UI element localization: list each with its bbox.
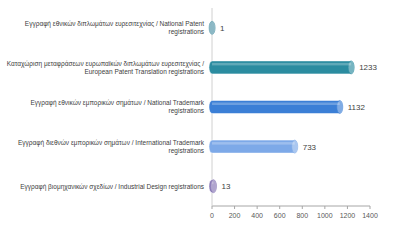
x-tick	[347, 206, 348, 209]
category-label: Εγγραφή διεθνών εμπορικών σημάτων / Inte…	[18, 139, 205, 155]
x-tick-label: 400	[251, 212, 263, 219]
bar-highlight	[212, 63, 351, 66]
chart-root: 0 200 400 600 800 1000 1200 1400 Εγγραφή εθνικών…	[0, 0, 400, 248]
x-tick-label: 0	[210, 212, 214, 219]
x-tick	[279, 206, 280, 209]
bar-highlight	[212, 182, 213, 185]
bar-cap	[292, 140, 298, 153]
data-label: 13	[221, 182, 230, 191]
bars	[209, 21, 354, 192]
x-tick-label: 200	[229, 212, 241, 219]
bar-cap	[337, 101, 343, 114]
bar-cap	[210, 180, 216, 193]
x-tick-label: 1200	[340, 212, 356, 219]
x-tick-label: 1400	[362, 212, 378, 219]
chart: 0 200 400 600 800 1000 1200 1400 Εγγραφή εθνικών…	[0, 0, 400, 248]
bar	[209, 61, 354, 74]
x-tick	[257, 206, 258, 209]
category-label: Εγγραφή βιομηχανικών σχεδίων / Industria…	[20, 183, 205, 191]
x-tick	[212, 206, 213, 209]
bar-highlight	[212, 103, 340, 106]
data-label: 1233	[359, 63, 377, 72]
x-tick	[370, 206, 371, 209]
x-tick-label: 800	[296, 212, 308, 219]
bar-highlight	[212, 23, 213, 26]
bar	[209, 140, 298, 153]
category-label: Εγγραφή εθνικών διπλωμάτων ευρεσιτεχνίας…	[25, 20, 205, 36]
bar	[209, 101, 343, 114]
data-label: 1132	[348, 103, 366, 112]
data-label: 1	[220, 24, 225, 33]
data-label: 733	[303, 143, 317, 152]
bar	[209, 21, 215, 34]
x-tick	[324, 206, 325, 209]
category-label: Καταχώριση μεταφράσεων ευρωπαϊκών διπλωμ…	[7, 60, 205, 76]
bar-cap	[348, 61, 354, 74]
x-tick-label: 600	[274, 212, 286, 219]
x-tick	[234, 206, 235, 209]
bar-highlight	[212, 142, 295, 145]
bar-cap	[209, 21, 215, 34]
x-tick	[302, 206, 303, 209]
bar	[209, 180, 216, 193]
x-axis-line	[212, 206, 370, 207]
x-tick-label: 1000	[317, 212, 333, 219]
category-label: Εγγραφή εθνικών εμπορικών σημάτων / Nati…	[30, 99, 204, 115]
